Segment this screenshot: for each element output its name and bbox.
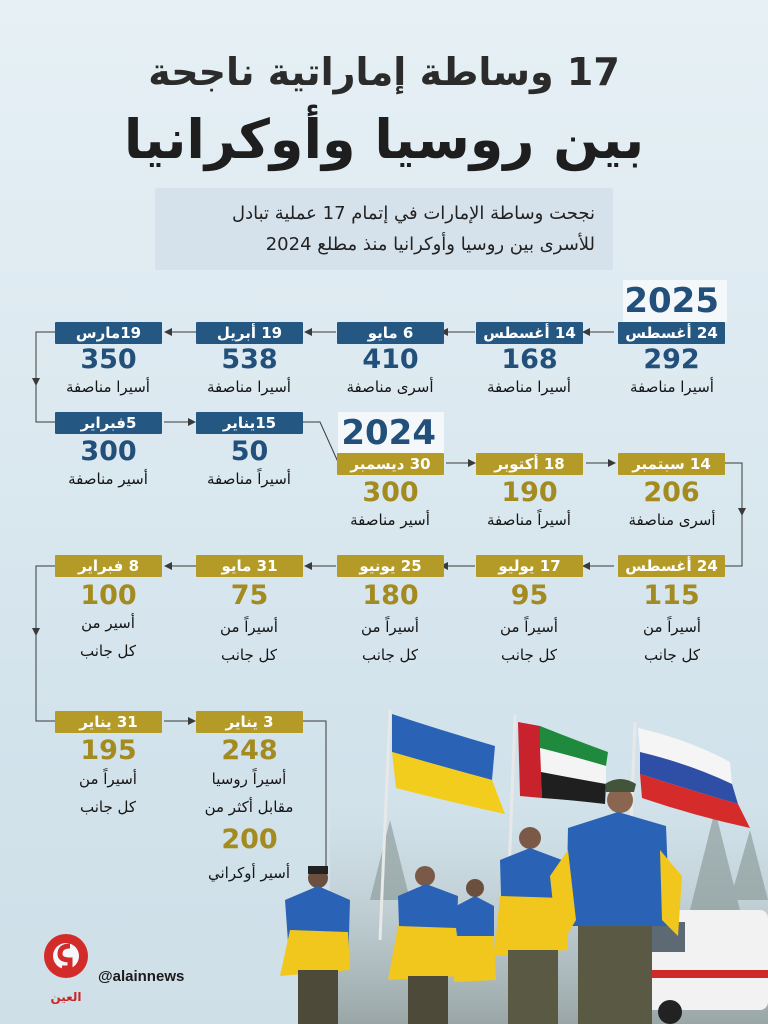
prisoner-count: 538 xyxy=(221,344,278,375)
chip-date: 8 فبراير xyxy=(55,555,162,577)
count-label: أسيراً من xyxy=(220,618,278,636)
count-label: أسيرا مناصفة xyxy=(66,378,150,396)
prisoner-count: 190 xyxy=(501,477,558,508)
count-label: أسرى مناصفة xyxy=(628,511,716,529)
count-label: كل جانب xyxy=(500,646,557,664)
chip-date: 14 أغسطس xyxy=(476,322,583,344)
count-label: أسيراً مناصفة xyxy=(487,511,571,529)
year-2025-label: 2025 xyxy=(623,280,727,322)
count-label: كل جانب xyxy=(643,646,700,664)
count-label: كل جانب xyxy=(79,798,136,816)
prisoner-count: 95 xyxy=(510,580,549,611)
chip-date: 31 مايو xyxy=(196,555,303,577)
chip-date: 30 ديسمبر xyxy=(337,453,444,475)
chip-date: 15يناير xyxy=(196,412,303,434)
prisoner-count: 168 xyxy=(501,344,558,375)
prisoner-count: 300 xyxy=(80,436,137,467)
chip-date: 18 أكتوبر xyxy=(476,453,583,475)
count-label: كل جانب xyxy=(79,642,136,660)
prisoner-count: 180 xyxy=(362,580,419,611)
intro-line-2: للأسرى بين روسيا وأوكرانيا منذ مطلع 2024 xyxy=(265,234,595,255)
count-label: مقابل أكثر من xyxy=(204,798,294,816)
prisoner-count: 200 xyxy=(221,824,278,855)
title-line-2: بين روسيا وأوكرانيا xyxy=(123,108,645,171)
count-label: أسيراً مناصفة xyxy=(207,470,291,488)
count-label: أسيرا مناصفة xyxy=(487,378,571,396)
intro-line-1: نجحت وساطة الإمارات في إتمام 17 عملية تب… xyxy=(231,203,595,224)
prisoner-count: 350 xyxy=(80,344,137,375)
count-label: كل جانب xyxy=(361,646,418,664)
prisoner-count: 248 xyxy=(221,735,278,766)
alain-logo: العين xyxy=(42,932,90,1004)
prisoner-count: 195 xyxy=(80,735,137,766)
logo-text: العين xyxy=(50,990,82,1004)
prisoners-photo xyxy=(250,700,768,1024)
prisoner-count: 292 xyxy=(643,344,700,375)
count-label: أسيراً من xyxy=(643,618,701,636)
count-label: أسيرا مناصفة xyxy=(630,378,714,396)
chip-date: 19مارس xyxy=(55,322,162,344)
count-label: أسيراً من xyxy=(361,618,419,636)
chip-date: 14 سبتمبر xyxy=(618,453,725,475)
prisoner-count: 75 xyxy=(230,580,269,611)
chip-date: 24 أغسطس xyxy=(618,322,725,344)
count-label: أسير من xyxy=(81,614,135,632)
count-label: أسير مناصفة xyxy=(68,470,148,488)
chip-date: 17 يوليو xyxy=(476,555,583,577)
prisoner-count: 100 xyxy=(80,580,137,611)
title-line-1: 17 وساطة إماراتية ناجحة xyxy=(148,50,620,94)
prisoner-count: 206 xyxy=(643,477,700,508)
count-label: أسيراً روسيا xyxy=(211,770,287,788)
count-label: أسير مناصفة xyxy=(350,511,430,529)
chip-date: 31 يناير xyxy=(55,711,162,733)
chip-date: 5فبراير xyxy=(55,412,162,434)
social-handle[interactable]: @alainnews xyxy=(98,968,185,985)
chip-date: 6 مايو xyxy=(337,322,444,344)
chip-date: 3 يناير xyxy=(196,711,303,733)
prisoner-count: 50 xyxy=(230,436,269,467)
prisoner-count: 115 xyxy=(643,580,700,611)
chip-date: 25 يونيو xyxy=(337,555,444,577)
chip-date: 24 أغسطس xyxy=(618,555,725,577)
year-2024-label: 2024 xyxy=(338,412,444,454)
prisoner-count: 300 xyxy=(362,477,419,508)
count-label: أسير أوكراني xyxy=(208,864,290,882)
intro-box: نجحت وساطة الإمارات في إتمام 17 عملية تب… xyxy=(155,188,613,270)
chip-date: 19 أبريل xyxy=(196,322,303,344)
count-label: أسرى مناصفة xyxy=(346,378,434,396)
count-label: كل جانب xyxy=(220,646,277,664)
count-label: أسيرا مناصفة xyxy=(207,378,291,396)
count-label: أسيراً من xyxy=(500,618,558,636)
count-label: أسيراً من xyxy=(79,770,137,788)
prisoner-count: 410 xyxy=(362,344,419,375)
